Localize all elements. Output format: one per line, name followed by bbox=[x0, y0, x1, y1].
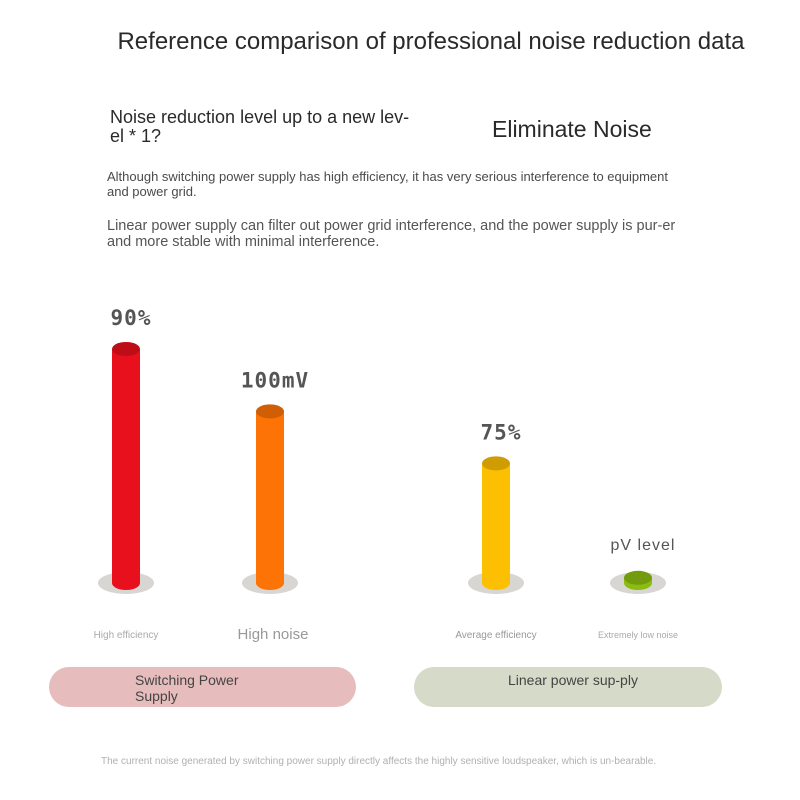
paragraph-switching: Although switching power supply has high… bbox=[107, 169, 668, 199]
group-switching-label: Switching Power Supply bbox=[135, 672, 239, 704]
category-label-extremely-low-noise: Extremely low noise bbox=[598, 630, 678, 640]
group-switching-power-supply: Switching Power Supply bbox=[49, 667, 356, 707]
group-linear-label: Linear power sup-ply bbox=[508, 672, 638, 688]
value-label-high-noise: 100mV bbox=[241, 368, 309, 392]
category-label-high-efficiency: High efficiency bbox=[94, 630, 159, 641]
subheading: Noise reduction level up to a new lev-el… bbox=[110, 107, 410, 146]
category-label-average-efficiency: Average efficiency bbox=[455, 630, 536, 641]
headline-eliminate-noise: Eliminate Noise bbox=[492, 116, 652, 142]
value-label-high-efficiency: 90% bbox=[111, 306, 152, 330]
bar-average-efficiency bbox=[482, 456, 510, 590]
footnote: The current noise generated by switching… bbox=[101, 756, 657, 767]
category-label-high-noise: High noise bbox=[238, 626, 309, 643]
value-label-average-efficiency: 75% bbox=[481, 420, 522, 444]
value-label-extremely-low-noise: pV level bbox=[611, 537, 676, 554]
bar-high-noise bbox=[256, 404, 284, 590]
group-linear-power-supply: Linear power sup-ply bbox=[414, 667, 722, 707]
bar-extremely-low-noise bbox=[624, 570, 652, 590]
bar-high-efficiency bbox=[112, 342, 140, 590]
chart-title: Reference comparison of professional noi… bbox=[117, 28, 745, 55]
paragraph-linear: Linear power supply can filter out power… bbox=[107, 218, 676, 250]
